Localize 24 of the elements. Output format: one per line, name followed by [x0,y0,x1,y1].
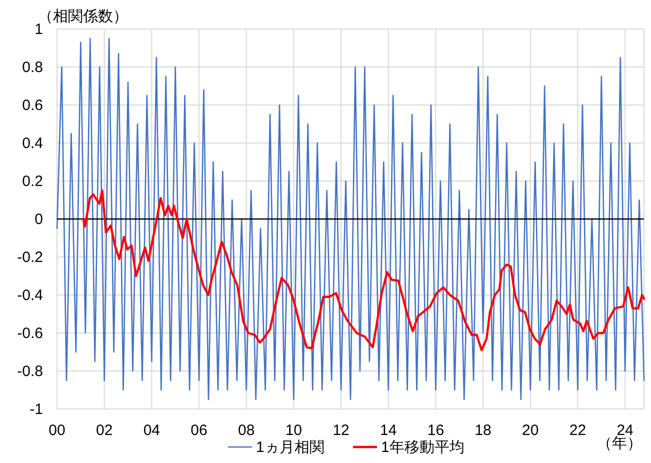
x-tick-label: 06 [190,422,208,439]
y-tick-label: 0 [34,211,43,228]
y-tick-label: 0.6 [22,97,43,114]
y-tick-label: -0.4 [17,287,43,304]
x-tick-label: 14 [380,422,397,439]
x-tick-label: 04 [143,422,160,439]
x-tick-label: 20 [522,422,539,439]
x-tick-label: 08 [238,422,255,439]
legend-label: 1ヵ月相関 [256,439,324,456]
y-tick-label: 0.2 [22,173,43,190]
x-tick-label: 12 [332,422,350,439]
y-tick-label: 0.4 [22,135,43,152]
x-tick-label: 00 [48,422,66,439]
y-tick-label: -1 [30,401,43,418]
y-tick-label: -0.2 [17,249,43,266]
x-tick-label: 18 [474,422,492,439]
x-tick-label: 16 [427,422,444,439]
x-tick-label: 10 [285,422,302,439]
y-tick-label: 0.8 [22,59,43,76]
y-tick-label: -0.8 [17,363,43,380]
x-tick-label: 22 [569,422,586,439]
y-tick-label: -0.6 [17,325,43,342]
x-tick-label: 02 [96,422,113,439]
legend-label: 1年移動平均 [381,439,464,456]
